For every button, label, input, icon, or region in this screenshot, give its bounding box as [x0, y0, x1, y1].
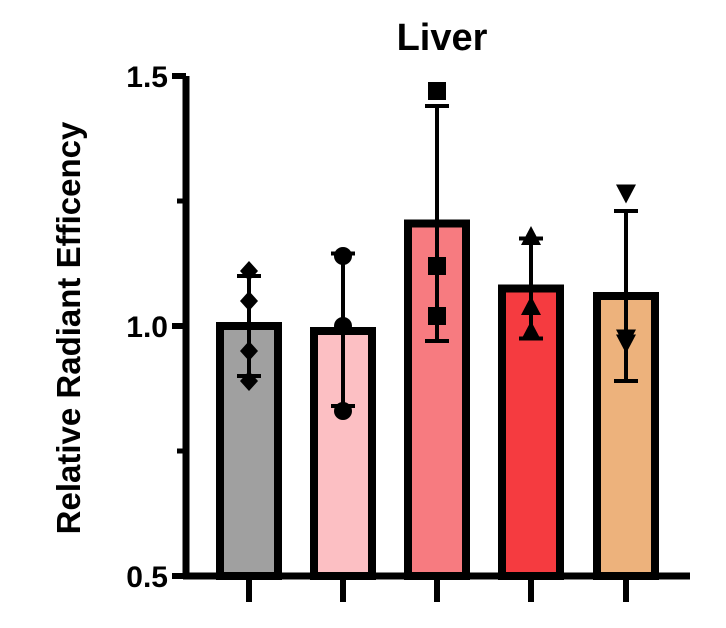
y-tick-label-1: 1.0: [126, 311, 168, 344]
point-1-1: [240, 261, 258, 281]
point-2-3: [334, 402, 352, 420]
y-axis-label: Relative Radiant Efficency: [50, 121, 87, 534]
point-4-3: [521, 321, 541, 340]
y-tick-label-0: 0.5: [126, 561, 168, 594]
data-points: [240, 82, 636, 420]
point-3-3: [428, 307, 446, 325]
point-2-2: [334, 317, 352, 335]
point-5-3: [616, 334, 636, 354]
point-4-1: [521, 226, 541, 245]
chart-title: Liver: [397, 17, 488, 59]
point-1-4: [240, 371, 258, 391]
point-1-2: [240, 291, 258, 311]
point-3-2: [428, 257, 446, 275]
point-1-3: [240, 341, 258, 361]
point-3-1: [428, 82, 446, 100]
point-5-1: [616, 184, 636, 204]
point-4-2: [521, 296, 541, 315]
point-2-1: [334, 247, 352, 265]
x-ticks: [246, 576, 629, 602]
y-tick-label-2: 1.5: [126, 61, 168, 94]
